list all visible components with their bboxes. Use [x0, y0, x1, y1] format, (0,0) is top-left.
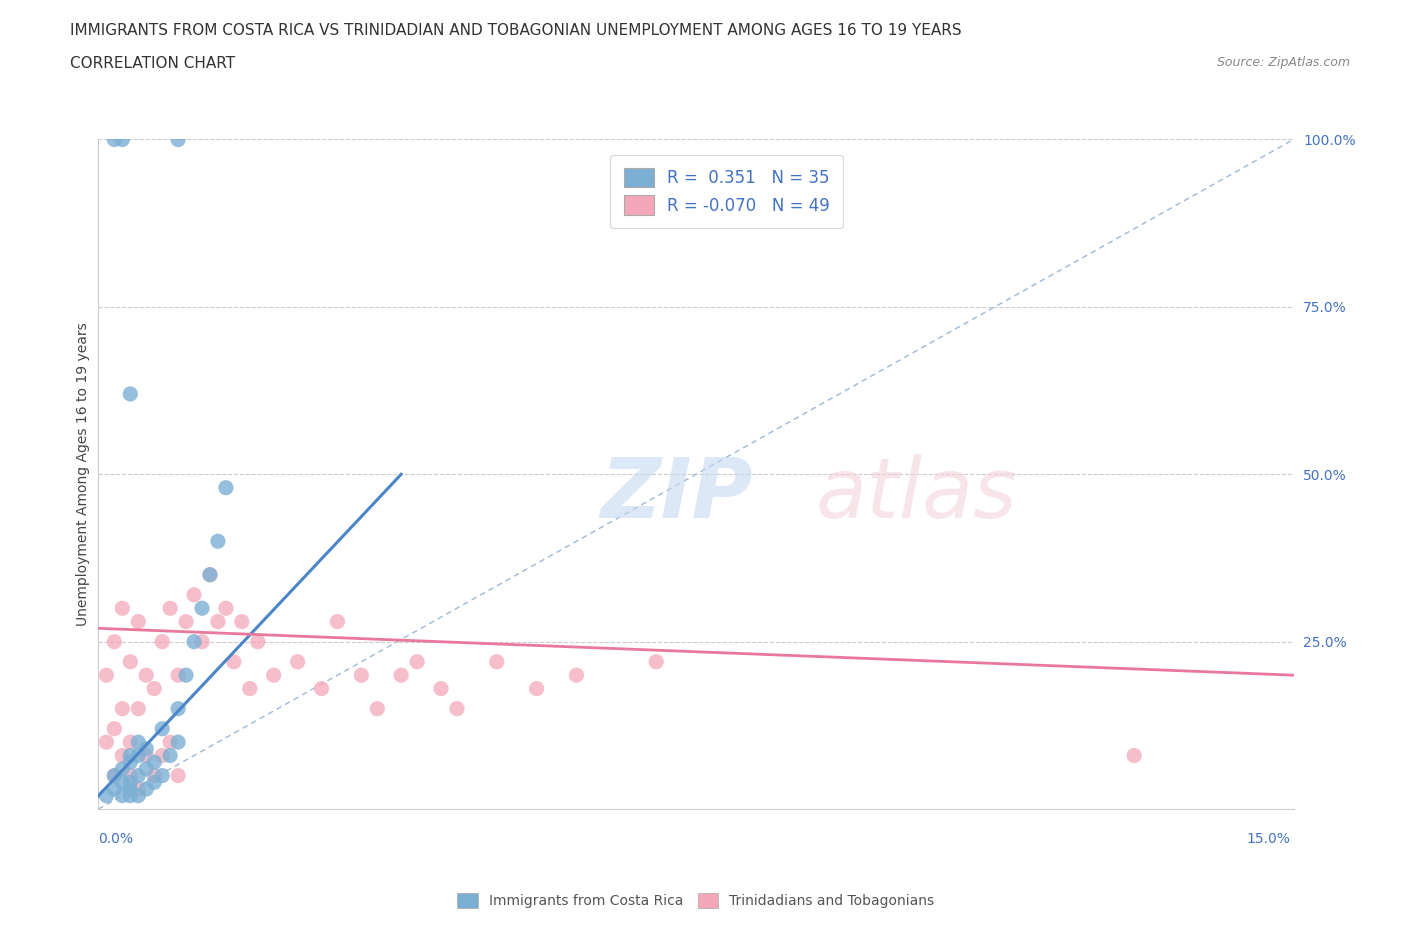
- Text: 0.0%: 0.0%: [98, 832, 134, 846]
- Point: [198, 567, 221, 582]
- Point: [127, 768, 149, 783]
- Point: [263, 668, 285, 683]
- Point: [96, 735, 118, 750]
- Point: [389, 668, 412, 683]
- Point: [127, 748, 149, 763]
- Point: [446, 701, 468, 716]
- Point: [1123, 748, 1146, 763]
- Text: CORRELATION CHART: CORRELATION CHART: [70, 56, 235, 71]
- Legend: R =  0.351   N = 35, R = -0.070   N = 49: R = 0.351 N = 35, R = -0.070 N = 49: [610, 154, 844, 228]
- Point: [167, 132, 190, 147]
- Point: [150, 722, 173, 737]
- Point: [111, 701, 134, 716]
- Point: [103, 768, 125, 783]
- Point: [215, 601, 238, 616]
- Point: [150, 768, 173, 783]
- Point: [565, 668, 588, 683]
- Point: [111, 789, 134, 804]
- Point: [103, 768, 125, 783]
- Point: [143, 755, 166, 770]
- Point: [127, 701, 149, 716]
- Point: [485, 655, 508, 670]
- Point: [120, 781, 142, 796]
- Point: [96, 668, 118, 683]
- Point: [111, 132, 134, 147]
- Point: [191, 601, 214, 616]
- Point: [326, 614, 349, 629]
- Point: [159, 748, 181, 763]
- Point: [526, 681, 548, 696]
- Point: [215, 480, 238, 495]
- Point: [127, 789, 149, 804]
- Point: [103, 132, 125, 147]
- Y-axis label: Unemployment Among Ages 16 to 19 years: Unemployment Among Ages 16 to 19 years: [76, 323, 90, 626]
- Point: [120, 775, 142, 790]
- Point: [120, 789, 142, 804]
- Point: [174, 668, 197, 683]
- Point: [239, 681, 262, 696]
- Text: Source: ZipAtlas.com: Source: ZipAtlas.com: [1216, 56, 1350, 69]
- Text: ZIP: ZIP: [600, 454, 754, 535]
- Point: [111, 762, 134, 777]
- Point: [120, 655, 142, 670]
- Text: 15.0%: 15.0%: [1247, 832, 1291, 846]
- Point: [103, 722, 125, 737]
- Point: [406, 655, 429, 670]
- Text: atlas: atlas: [815, 454, 1017, 535]
- Point: [159, 735, 181, 750]
- Point: [183, 634, 205, 649]
- Point: [96, 789, 118, 804]
- Point: [127, 735, 149, 750]
- Point: [150, 748, 173, 763]
- Point: [103, 781, 125, 796]
- Text: IMMIGRANTS FROM COSTA RICA VS TRINIDADIAN AND TOBAGONIAN UNEMPLOYMENT AMONG AGES: IMMIGRANTS FROM COSTA RICA VS TRINIDADIA…: [70, 23, 962, 38]
- Point: [111, 601, 134, 616]
- Point: [350, 668, 373, 683]
- Point: [645, 655, 668, 670]
- Point: [135, 781, 157, 796]
- Point: [150, 634, 173, 649]
- Point: [103, 634, 125, 649]
- Point: [167, 701, 190, 716]
- Point: [120, 768, 142, 783]
- Point: [120, 735, 142, 750]
- Point: [135, 741, 157, 756]
- Point: [143, 681, 166, 696]
- Point: [167, 668, 190, 683]
- Point: [127, 614, 149, 629]
- Point: [183, 588, 205, 603]
- Point: [231, 614, 253, 629]
- Point: [143, 768, 166, 783]
- Point: [311, 681, 333, 696]
- Point: [287, 655, 309, 670]
- Point: [430, 681, 453, 696]
- Point: [120, 748, 142, 763]
- Point: [198, 567, 221, 582]
- Point: [246, 634, 269, 649]
- Point: [222, 655, 245, 670]
- Point: [191, 634, 214, 649]
- Point: [159, 601, 181, 616]
- Point: [111, 748, 134, 763]
- Point: [127, 781, 149, 796]
- Legend: Immigrants from Costa Rica, Trinidadians and Tobagonians: Immigrants from Costa Rica, Trinidadians…: [451, 888, 941, 914]
- Point: [135, 762, 157, 777]
- Point: [207, 614, 229, 629]
- Point: [135, 668, 157, 683]
- Point: [143, 775, 166, 790]
- Point: [120, 755, 142, 770]
- Point: [167, 768, 190, 783]
- Point: [174, 614, 197, 629]
- Point: [366, 701, 388, 716]
- Point: [135, 748, 157, 763]
- Point: [111, 775, 134, 790]
- Point: [207, 534, 229, 549]
- Point: [120, 387, 142, 402]
- Point: [167, 735, 190, 750]
